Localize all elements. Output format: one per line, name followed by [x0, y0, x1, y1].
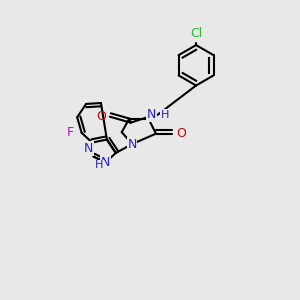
- Text: H: H: [95, 160, 103, 170]
- Text: N: N: [101, 156, 110, 169]
- Text: F: F: [67, 126, 74, 139]
- Text: O: O: [96, 110, 106, 123]
- Text: Cl: Cl: [190, 27, 202, 40]
- Text: N: N: [128, 138, 137, 151]
- Text: N: N: [147, 108, 156, 122]
- Text: O: O: [176, 127, 186, 140]
- Text: H: H: [160, 110, 169, 120]
- Text: N: N: [84, 142, 94, 155]
